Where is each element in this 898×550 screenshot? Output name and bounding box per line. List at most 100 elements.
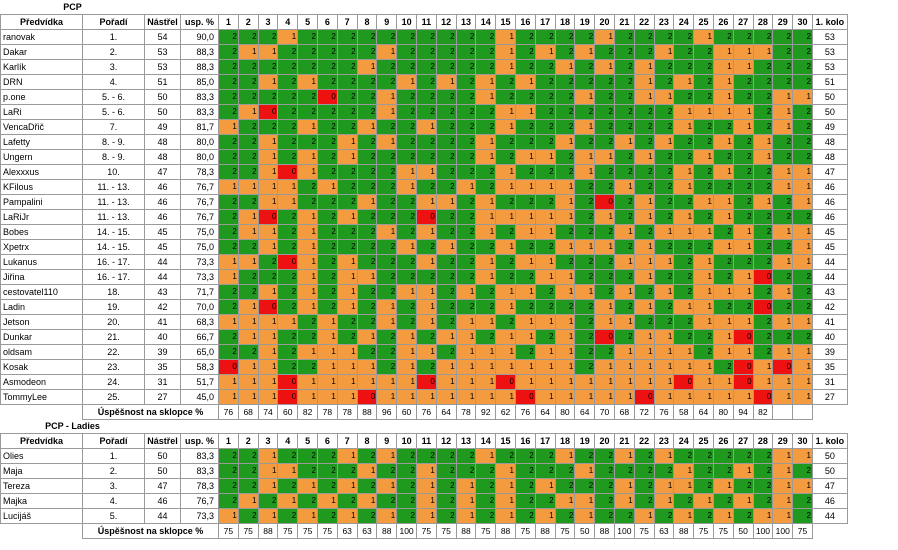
score-cell: 2 bbox=[554, 254, 576, 270]
score-cell: 2 bbox=[554, 74, 576, 90]
score-cell: 2 bbox=[237, 269, 259, 285]
table-row: Lafetty 8. - 9. 48 80,0 2 2 1 2 2 2 1 2 1 2 2 2 2 1 2 2 2 1 2 2… bbox=[0, 134, 848, 150]
header-round: 1. kolo bbox=[811, 433, 848, 449]
footer-pct: 100 bbox=[613, 523, 635, 539]
score-cell: 1 bbox=[574, 239, 596, 255]
score-cell: 2 bbox=[633, 164, 655, 180]
score-cell: 1 bbox=[693, 149, 714, 165]
score-cell: 2 bbox=[336, 329, 358, 345]
score-cell: 2 bbox=[455, 164, 477, 180]
score-cell: 2 bbox=[752, 493, 774, 509]
header-col-1: 1 bbox=[218, 14, 239, 30]
score-cell: 2 bbox=[594, 284, 615, 300]
score-cell: 1 bbox=[673, 224, 695, 240]
score-cell: 2 bbox=[752, 119, 774, 135]
score-cell: 2 bbox=[772, 59, 794, 75]
score-cell: 2 bbox=[218, 29, 239, 45]
score-cell: 2 bbox=[376, 359, 398, 375]
score-cell: 2 bbox=[534, 74, 556, 90]
score-cell: 1 bbox=[435, 194, 457, 210]
player-shots: 49 bbox=[144, 119, 181, 135]
player-rank: 1. bbox=[82, 29, 145, 45]
score-cell: 2 bbox=[554, 508, 576, 524]
score-cell: 2 bbox=[732, 478, 754, 494]
score-cell: 1 bbox=[257, 329, 279, 345]
player-round: 39 bbox=[811, 344, 848, 360]
player-shots: 47 bbox=[144, 478, 181, 494]
score-cell: 1 bbox=[732, 493, 754, 509]
score-cell: 1 bbox=[316, 493, 338, 509]
score-cell: 2 bbox=[376, 284, 398, 300]
score-cell: 1 bbox=[495, 389, 516, 405]
header-col-30: 30 bbox=[792, 433, 813, 449]
score-cell: 2 bbox=[435, 149, 457, 165]
score-cell: 2 bbox=[792, 299, 813, 315]
score-cell: 1 bbox=[693, 269, 714, 285]
score-cell: 2 bbox=[514, 344, 536, 360]
player-name: LaRiJr bbox=[0, 209, 83, 225]
player-shots: 48 bbox=[144, 149, 181, 165]
score-cell: 2 bbox=[277, 508, 299, 524]
score-cell: 2 bbox=[554, 463, 576, 479]
score-cell: 2 bbox=[218, 194, 239, 210]
score-cell: 2 bbox=[396, 463, 417, 479]
score-cell: 2 bbox=[752, 284, 774, 300]
pcp-ladies-table: PCP - Ladies Předvídka Pořadí Nástřel usp. %… bbox=[0, 419, 848, 539]
score-cell: 2 bbox=[455, 209, 477, 225]
header-col-5: 5 bbox=[297, 433, 318, 449]
score-cell: 1 bbox=[594, 314, 615, 330]
player-round: 44 bbox=[811, 508, 848, 524]
score-cell: 2 bbox=[218, 299, 239, 315]
score-cell: 2 bbox=[752, 254, 774, 270]
score-cell: 1 bbox=[415, 284, 437, 300]
score-cell: 2 bbox=[356, 239, 378, 255]
header-col-10: 10 bbox=[396, 14, 417, 30]
footer-pct: 88 bbox=[673, 523, 695, 539]
score-cell: 2 bbox=[376, 239, 398, 255]
score-cell: 2 bbox=[277, 224, 299, 240]
player-name: Ladin bbox=[0, 299, 83, 315]
player-rank: 7. bbox=[82, 119, 145, 135]
header-col-22: 22 bbox=[633, 14, 655, 30]
score-cell: 2 bbox=[772, 194, 794, 210]
score-cell: 2 bbox=[574, 478, 596, 494]
header-name: Předvídka bbox=[0, 14, 83, 30]
score-cell: 1 bbox=[554, 179, 576, 195]
score-cell: 2 bbox=[475, 284, 497, 300]
score-cell: 1 bbox=[574, 493, 596, 509]
score-cell: 1 bbox=[534, 209, 556, 225]
score-cell: 1 bbox=[237, 179, 259, 195]
score-cell: 2 bbox=[752, 478, 774, 494]
score-cell: 1 bbox=[554, 493, 576, 509]
score-cell: 1 bbox=[534, 149, 556, 165]
header-pct: usp. % bbox=[180, 14, 219, 30]
header-col-10: 10 bbox=[396, 433, 417, 449]
score-cell: 2 bbox=[475, 478, 497, 494]
player-name: oldsam bbox=[0, 344, 83, 360]
score-cell: 2 bbox=[475, 493, 497, 509]
player-shots: 46 bbox=[144, 179, 181, 195]
footer-pct: 88 bbox=[257, 523, 279, 539]
score-cell: 1 bbox=[574, 164, 596, 180]
score-cell: 1 bbox=[633, 89, 655, 105]
header-col-27: 27 bbox=[732, 14, 754, 30]
footer-pct: 78 bbox=[455, 404, 477, 420]
score-cell: 1 bbox=[673, 209, 695, 225]
score-cell: 2 bbox=[376, 269, 398, 285]
score-cell: 2 bbox=[356, 29, 378, 45]
score-cell: 2 bbox=[336, 44, 358, 60]
score-cell: 2 bbox=[594, 164, 615, 180]
score-cell: 1 bbox=[277, 179, 299, 195]
player-rank: 16. - 17. bbox=[82, 254, 145, 270]
score-cell: 1 bbox=[435, 359, 457, 375]
score-cell: 2 bbox=[633, 478, 655, 494]
footer-pct: 82 bbox=[752, 404, 774, 420]
score-cell: 2 bbox=[277, 359, 299, 375]
score-cell: 2 bbox=[435, 104, 457, 120]
score-cell: 1 bbox=[455, 329, 477, 345]
score-cell: 1 bbox=[396, 74, 417, 90]
score-cell: 2 bbox=[693, 448, 714, 464]
score-cell: 1 bbox=[554, 269, 576, 285]
score-cell: 2 bbox=[218, 239, 239, 255]
score-cell: 1 bbox=[792, 389, 813, 405]
